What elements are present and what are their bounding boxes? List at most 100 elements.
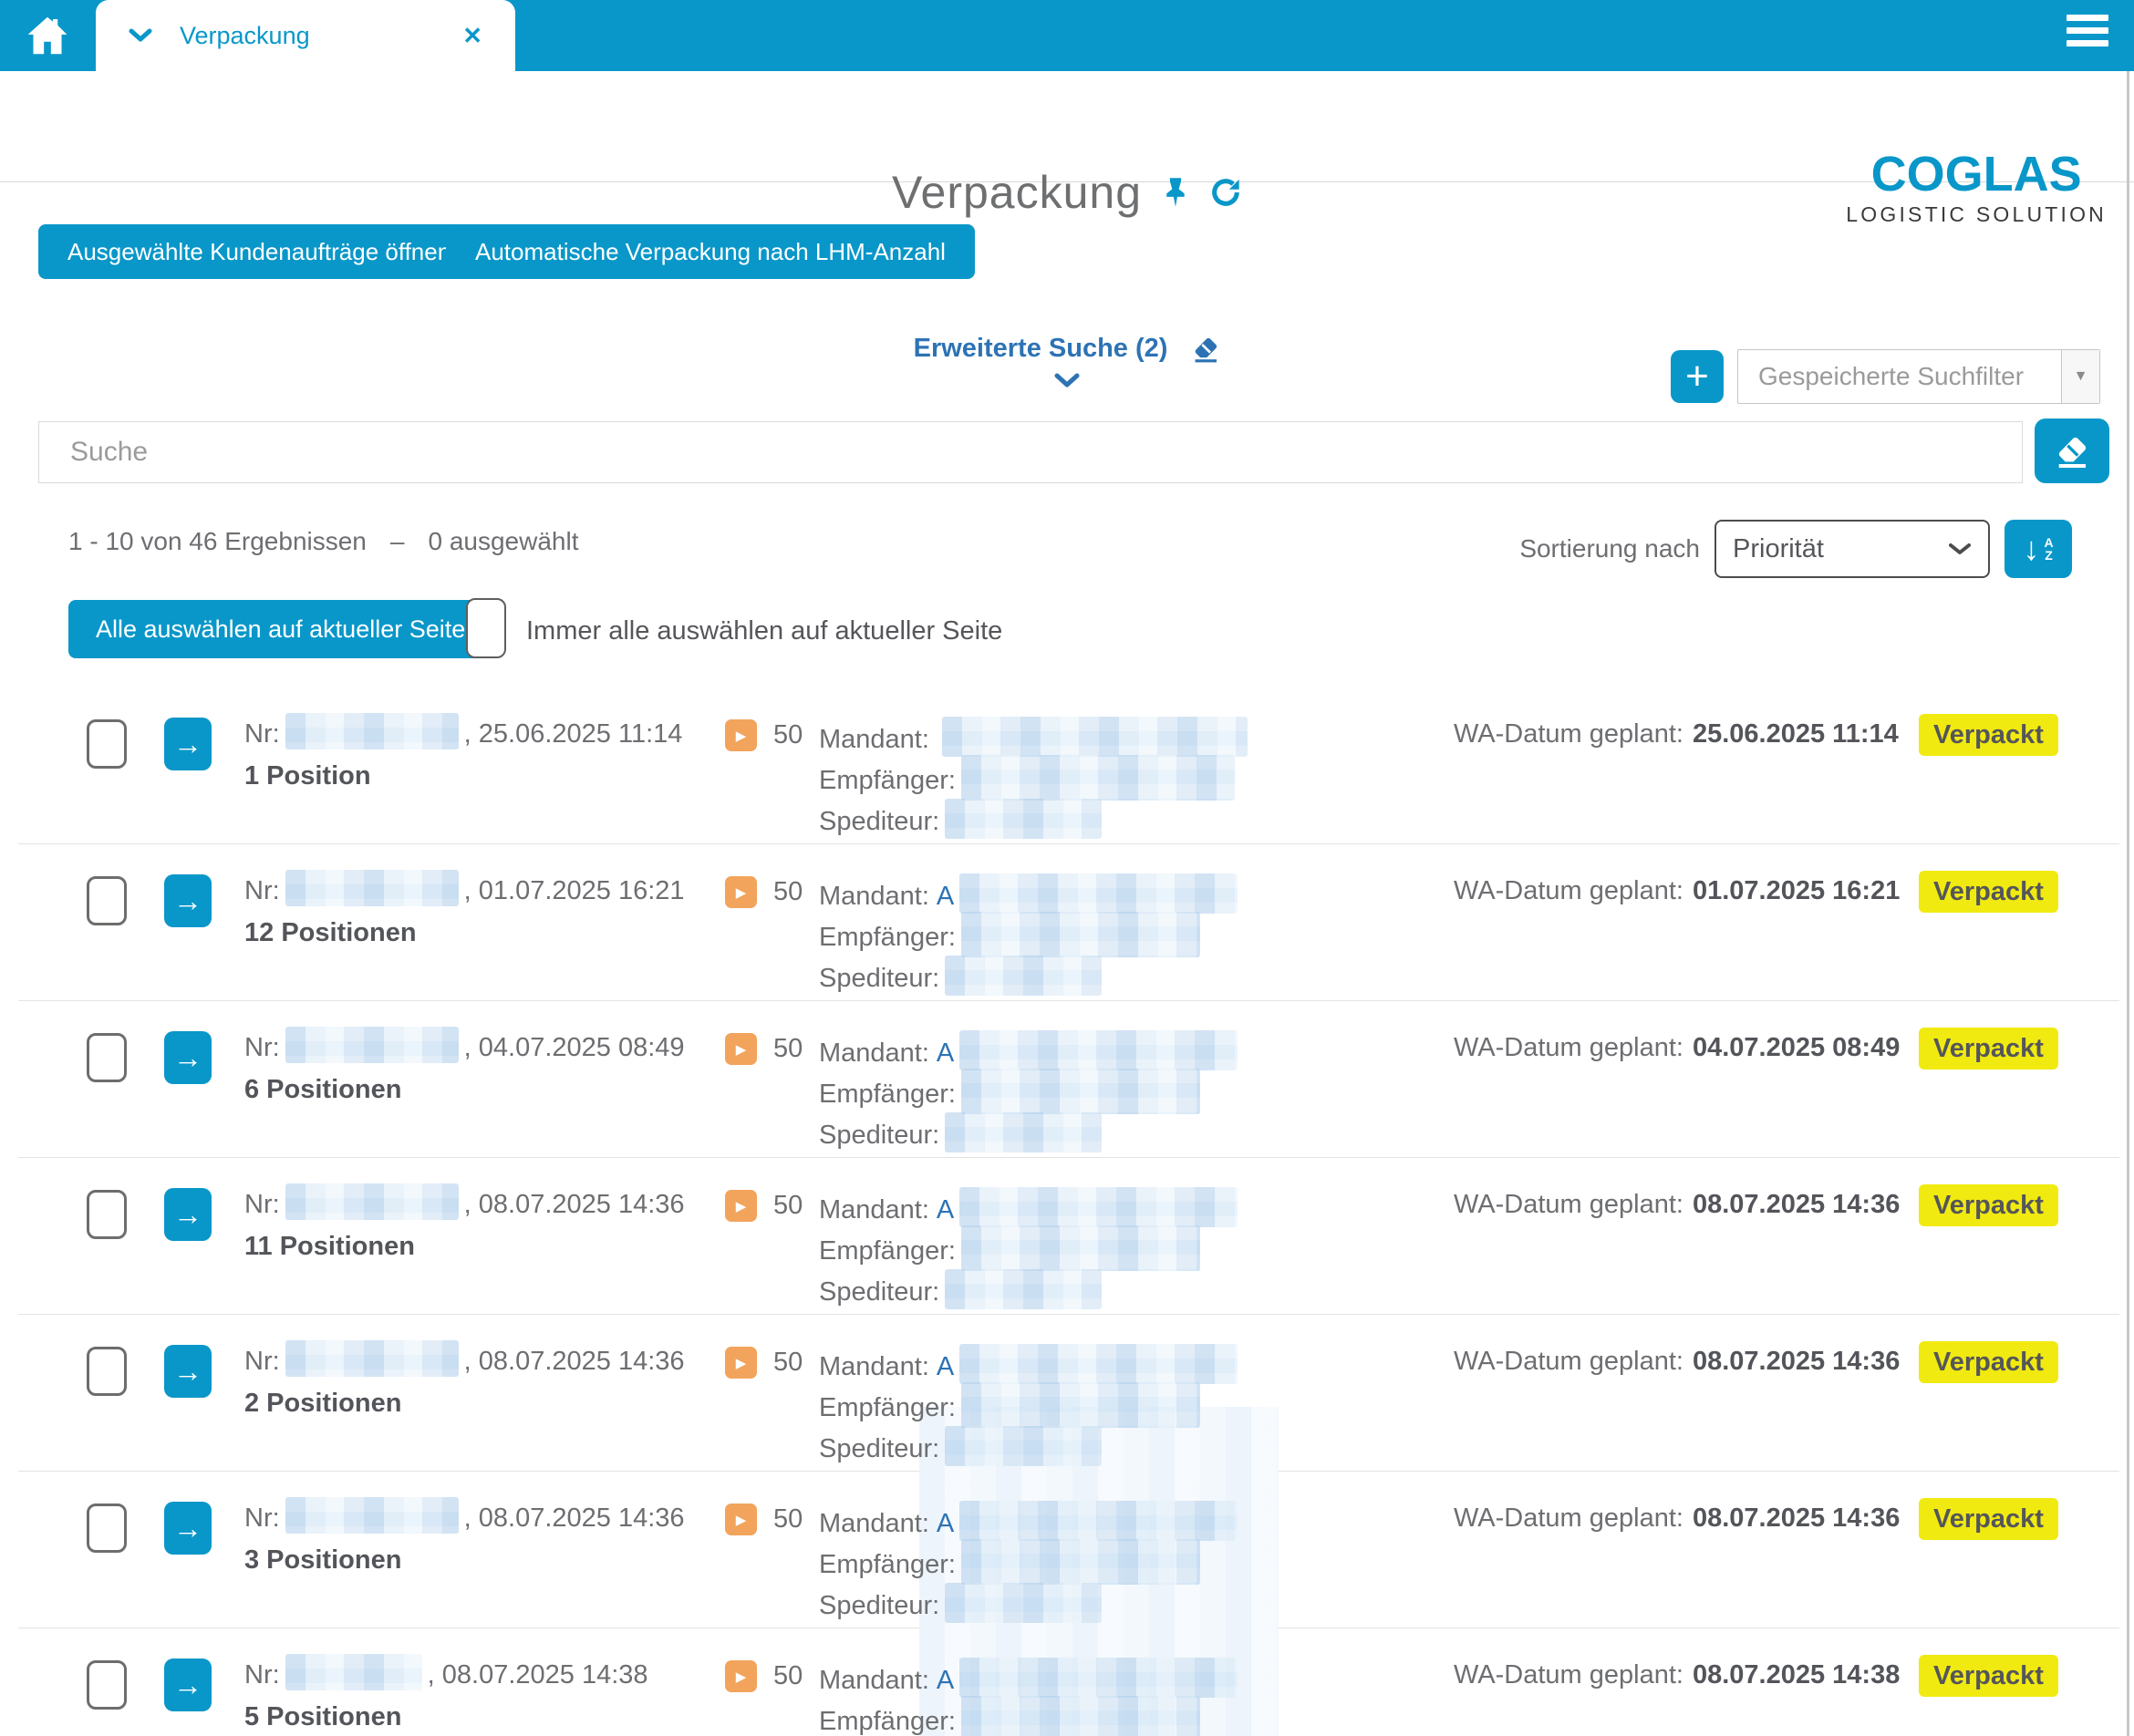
advanced-search-link[interactable]: Erweiterte Suche (2) <box>913 334 1168 363</box>
auto-packing-button[interactable]: Automatische Verpackung nach LHM-Anzahl <box>446 224 975 279</box>
status-badge: Verpackt <box>1919 871 2058 913</box>
row-checkbox[interactable] <box>87 1033 127 1082</box>
row-checkbox[interactable] <box>87 1347 127 1396</box>
add-filter-button[interactable]: + <box>1671 350 1724 403</box>
positions-count: 12 Positionen <box>244 918 417 947</box>
always-select-all-label: Immer alle auswählen auf aktueller Seite <box>526 616 1003 646</box>
open-selected-orders-button[interactable]: Ausgewählte Kundenaufträge öffnen <box>38 224 481 279</box>
priority-value: 50 <box>773 1034 803 1063</box>
priority-play-icon: ▶ <box>725 1504 757 1535</box>
wa-date-value: 25.06.2025 11:14 <box>1692 719 1899 749</box>
priority-value: 50 <box>773 1661 803 1690</box>
redacted-mandant <box>959 1344 1238 1385</box>
redacted-spediteur <box>945 1583 1103 1624</box>
parties-cell: Mandant:A Empfänger: Spediteur: <box>819 873 1238 999</box>
order-date: , 08.07.2025 14:36 <box>463 1347 685 1376</box>
wa-date-value: 08.07.2025 14:38 <box>1692 1660 1901 1690</box>
coglas-logo: COGLAS LOGISTIC SOLUTION <box>1846 148 2107 227</box>
mandant-line: Mandant: A <box>819 1344 1238 1388</box>
wa-date-value: 01.07.2025 16:21 <box>1692 876 1901 905</box>
clear-search-button[interactable] <box>2035 418 2109 483</box>
wa-date-cell: WA-Datum geplant: 25.06.2025 11:14 <box>1454 719 1899 749</box>
empfaenger-line: Empfänger: <box>819 1696 1238 1736</box>
nr-label: Nr: <box>244 1190 280 1219</box>
order-number-line: Nr: , 08.07.2025 14:38 <box>244 1654 648 1691</box>
row-checkbox[interactable] <box>87 1504 127 1553</box>
mandant-line: Mandant: A <box>819 1658 1238 1701</box>
parties-cell: Mandant:A Empfänger: Spediteur: <box>819 1030 1238 1156</box>
tab-label: Verpackung <box>180 21 310 49</box>
status-cell: Verpackt <box>1919 1184 2058 1226</box>
order-list: → Nr:, 25.06.2025 11:14 1 Position ▶ 50 … <box>0 687 2134 1736</box>
search-input[interactable] <box>38 421 2023 483</box>
clear-filters-icon[interactable] <box>1191 335 1220 364</box>
order-date: , 08.07.2025 14:36 <box>463 1190 685 1219</box>
order-number-line: Nr: , 08.07.2025 14:36 <box>244 1183 685 1221</box>
redacted-mandant <box>959 1501 1238 1542</box>
order-date: , 04.07.2025 08:49 <box>463 1033 685 1062</box>
open-order-button[interactable]: → <box>164 718 212 770</box>
priority-value: 50 <box>773 720 803 749</box>
empfaenger-line: Empfänger: <box>819 1225 1238 1272</box>
status-badge: Verpackt <box>1919 714 2058 756</box>
tab-verpackung[interactable]: Verpackung ✕ <box>96 0 515 71</box>
order-row: → Nr: , 08.07.2025 14:38 5 Positionen ▶ 5… <box>0 1628 2134 1736</box>
spediteur-line: Spediteur: <box>819 1583 1238 1627</box>
always-select-all-checkbox[interactable] <box>466 598 506 658</box>
redacted-spediteur <box>945 1269 1103 1310</box>
pin-icon[interactable] <box>1162 177 1189 208</box>
sort-label: Sortierung nach <box>1519 534 1700 563</box>
mandant-line: Mandant: A <box>819 1501 1238 1545</box>
menu-icon[interactable] <box>2067 15 2108 46</box>
redacted-order-number <box>285 1183 459 1221</box>
positions-count: 2 Positionen <box>244 1389 402 1418</box>
positions-count: 6 Positionen <box>244 1075 402 1104</box>
refresh-icon[interactable] <box>1209 176 1242 209</box>
status-badge: Verpackt <box>1919 1184 2058 1226</box>
nr-label: Nr: <box>244 719 280 749</box>
order-row: → Nr: , 04.07.2025 08:49 6 Positionen ▶ 5… <box>0 1000 2134 1157</box>
status-cell: Verpackt <box>1919 714 2058 756</box>
order-number-line: Nr: , 04.07.2025 08:49 <box>244 1027 685 1064</box>
expand-advanced-search-icon[interactable] <box>1053 373 1081 388</box>
chevron-down-icon <box>129 28 152 43</box>
saved-filter-select[interactable]: Gespeicherte Suchfilter ▼ <box>1737 349 2100 404</box>
empfaenger-line: Empfänger: <box>819 755 1248 801</box>
row-checkbox[interactable] <box>87 876 127 925</box>
close-icon[interactable]: ✕ <box>462 21 482 49</box>
open-order-button[interactable]: → <box>164 1658 212 1711</box>
chevron-down-icon <box>1948 542 1972 556</box>
select-all-button[interactable]: Alle auswählen auf aktueller Seite <box>68 600 493 658</box>
open-order-button[interactable]: → <box>164 1188 212 1241</box>
redacted-mandant <box>941 717 1248 758</box>
parties-cell: Mandant:A Empfänger: Spediteur: <box>819 1344 1238 1470</box>
order-number-line: Nr: , 25.06.2025 11:14 <box>244 713 682 750</box>
status-badge: Verpackt <box>1919 1341 2058 1383</box>
home-button[interactable] <box>18 7 77 64</box>
open-order-button[interactable]: → <box>164 874 212 927</box>
sort-select[interactable]: Priorität <box>1714 520 1990 578</box>
priority-value: 50 <box>773 1504 803 1534</box>
wa-date-cell: WA-Datum geplant: 01.07.2025 16:21 <box>1454 876 1901 905</box>
open-order-button[interactable]: → <box>164 1031 212 1084</box>
row-checkbox[interactable] <box>87 719 127 769</box>
spediteur-line: Spediteur: <box>819 956 1238 999</box>
wa-date-value: 08.07.2025 14:36 <box>1692 1190 1901 1219</box>
order-row: → Nr: , 08.07.2025 14:36 3 Positionen ▶ 5… <box>0 1471 2134 1628</box>
spediteur-line: Spediteur: <box>819 1112 1238 1156</box>
priority-cell: ▶ 50 <box>725 1033 803 1065</box>
redacted-empfaenger <box>960 755 1235 801</box>
parties-cell: Mandant:A Empfänger: Spediteur: <box>819 1658 1238 1736</box>
mandant-value-prefix: A <box>936 1666 955 1695</box>
priority-cell: ▶ 50 <box>725 719 803 751</box>
nr-label: Nr: <box>244 876 280 905</box>
redacted-spediteur <box>945 1112 1103 1153</box>
open-order-button[interactable]: → <box>164 1345 212 1398</box>
open-order-button[interactable]: → <box>164 1502 212 1555</box>
row-checkbox[interactable] <box>87 1190 127 1239</box>
results-summary: 1 - 10 von 46 Ergebnissen –0 ausgewählt <box>68 527 578 556</box>
priority-value: 50 <box>773 1348 803 1377</box>
row-checkbox[interactable] <box>87 1660 127 1710</box>
